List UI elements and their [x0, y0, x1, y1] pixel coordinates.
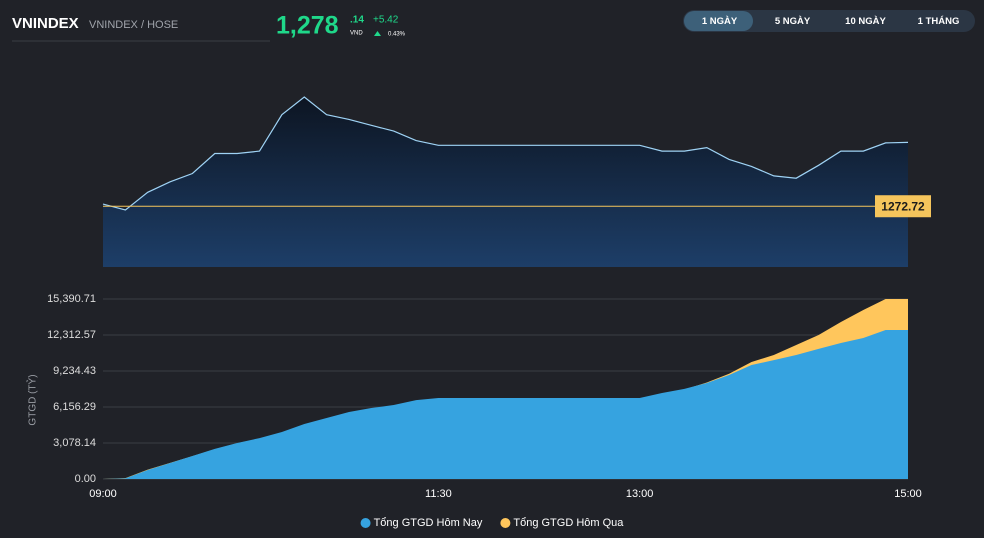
legend-marker	[360, 518, 371, 528]
price-decimal: .14	[350, 15, 364, 26]
y-axis-label: GTGD (TỶ)	[26, 374, 39, 425]
x-tick-label: 13:00	[626, 488, 654, 500]
tab-active[interactable]	[684, 11, 753, 31]
y-tick-label: 12,312.57	[47, 329, 96, 341]
change-percent: 0.43%	[388, 32, 406, 38]
legend-label: Tổng GTGD Hôm Qua	[513, 517, 624, 529]
x-tick-label: 11:30	[425, 488, 452, 500]
tab[interactable]: 5 NGÀY	[775, 16, 811, 27]
legend-label: Tổng GTGD Hôm Nay	[374, 517, 483, 529]
y-tick-label: 6,156.29	[53, 401, 96, 413]
tab-bar	[683, 10, 975, 32]
symbol: VNINDEX	[12, 15, 79, 32]
tab[interactable]: 10 NGÀY	[845, 16, 886, 27]
x-tick-label: 15:00	[894, 488, 922, 500]
y-tick-label: 15,390.71	[47, 293, 96, 305]
legend-marker	[500, 518, 511, 528]
currency: VND	[350, 31, 363, 37]
tab[interactable]: 1 NGÀY	[702, 16, 738, 27]
tab[interactable]: 1 THÁNG	[918, 16, 960, 27]
y-tick-label: 0.00	[75, 473, 96, 485]
change: +5.42	[373, 15, 399, 26]
up-arrow	[374, 31, 381, 36]
reference-label: 1272.72	[881, 199, 925, 213]
reference-label-box	[875, 195, 931, 218]
price: 1,278	[276, 12, 339, 40]
area	[103, 330, 908, 479]
y-tick-label: 9,234.43	[53, 365, 96, 377]
y-tick-label: 3,078.14	[53, 437, 96, 449]
x-tick-label: 09:00	[89, 488, 117, 500]
price-fill	[103, 97, 908, 267]
price-line	[102, 96, 909, 211]
exchange: VNINDEX / HOSE	[89, 19, 178, 31]
